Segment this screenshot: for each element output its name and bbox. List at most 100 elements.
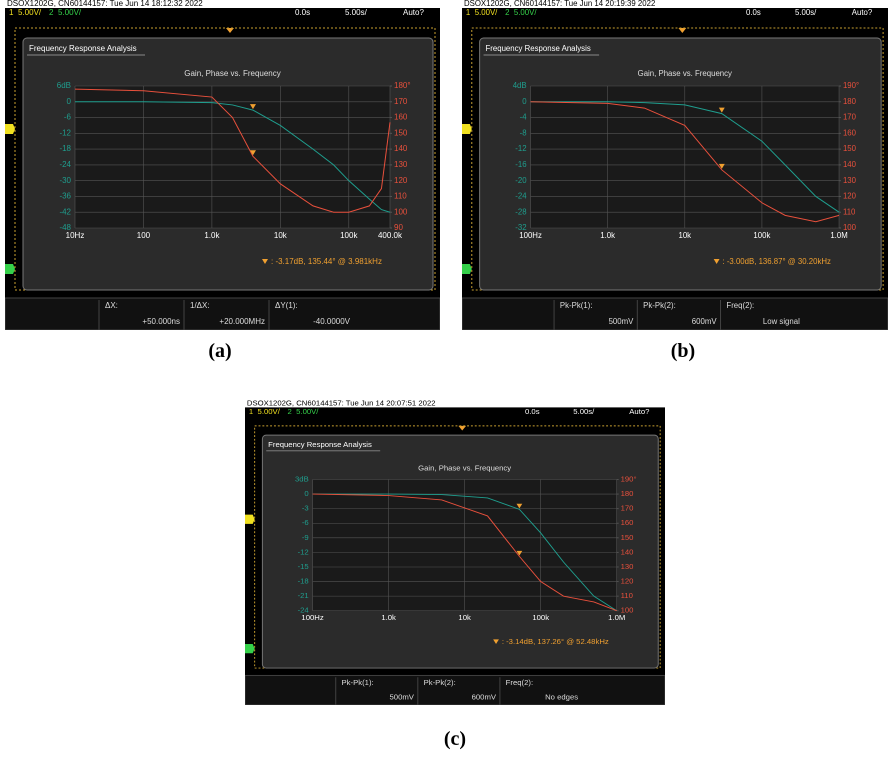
caption: (a) — [190, 340, 250, 363]
y2-tick-label: 180 — [843, 97, 857, 106]
timebase: 5.00s/ — [345, 8, 368, 17]
y2-tick-label: 110 — [621, 591, 633, 600]
measurement-label: Pk-Pk(2): — [643, 301, 676, 310]
y-tick-label: -30 — [59, 176, 71, 185]
trigger-status: Auto? — [629, 407, 649, 416]
channel-scale: 5.00V/ — [18, 8, 42, 17]
y-tick-label: -18 — [59, 144, 71, 153]
time-offset: 0.0s — [746, 8, 761, 17]
timebase: 5.00s/ — [795, 8, 817, 17]
channel-scale: 5.00V/ — [58, 8, 82, 17]
x-tick-label: 100Hz — [301, 613, 324, 622]
y-tick-label: -8 — [520, 128, 528, 137]
y2-tick-label: 180° — [394, 81, 411, 90]
scope-panel: DSOX1202G, CN60144157: Tue Jun 14 18:12:… — [5, 0, 440, 330]
x-tick-label: 400.0k — [378, 231, 403, 240]
y-tick-label: -3 — [302, 504, 309, 513]
x-tick-label: 10k — [458, 613, 471, 622]
channel-scale: 5.00V/ — [514, 8, 537, 17]
y-tick-label: 0 — [67, 97, 72, 106]
x-tick-label: 10Hz — [66, 231, 85, 240]
x-tick-label: 1.0k — [600, 231, 615, 240]
header: DSOX1202G, CN60144157: Tue Jun 14 20:19:… — [464, 0, 655, 8]
y2-tick-label: 160 — [843, 128, 857, 137]
channel-scale: 5.00V/ — [258, 407, 281, 416]
measurement-label: ΔX: — [105, 301, 118, 310]
chart-title: Gain, Phase vs. Frequency — [638, 69, 732, 78]
y2-tick-label: 130 — [394, 160, 408, 169]
y2-tick-label: 160 — [394, 113, 408, 122]
scope-panel: DSOX1202G, CN60144157: Tue Jun 14 20:19:… — [462, 0, 888, 330]
y-tick-label: -16 — [515, 160, 527, 169]
marker-readout: : -3.17dB, 135.44° @ 3.981kHz — [271, 257, 382, 266]
y-tick-label: -4 — [520, 113, 528, 122]
channel-number: 2 — [49, 8, 54, 17]
measurement-label: Freq(2): — [506, 678, 533, 687]
channel-number: 1 — [9, 8, 14, 17]
x-tick-label: 10k — [274, 231, 288, 240]
measurement-label: 1/ΔX: — [190, 301, 210, 310]
y2-tick-label: 140 — [394, 144, 408, 153]
y2-tick-label: 190° — [843, 81, 859, 90]
y2-tick-label: 170 — [621, 504, 634, 513]
x-tick-label: 100 — [137, 231, 151, 240]
y2-tick-label: 110 — [394, 192, 407, 201]
y-tick-label: -12 — [298, 548, 309, 557]
timebase: 5.00s/ — [573, 407, 595, 416]
x-tick-label: 100Hz — [519, 231, 542, 240]
x-tick-label: 1.0M — [608, 613, 625, 622]
measurement-label: ΔY(1): — [275, 301, 298, 310]
marker-readout: : -3.14dB, 137.26° @ 52.48kHz — [502, 637, 609, 646]
x-tick-label: 100k — [340, 231, 358, 240]
y2-tick-label: 140 — [621, 548, 634, 557]
y-tick-label: -24 — [515, 191, 527, 200]
y-tick-label: 4dB — [513, 81, 527, 90]
channel-scale: 5.00V/ — [296, 407, 319, 416]
x-tick-label: 1.0k — [204, 231, 220, 240]
y2-tick-label: 170 — [843, 113, 857, 122]
y2-tick-label: 180 — [621, 489, 634, 498]
measurement-value: 500mV — [609, 317, 635, 326]
y-tick-label: -28 — [515, 207, 527, 216]
x-tick-label: 100k — [532, 613, 549, 622]
measurement-label: Pk-Pk(1): — [560, 301, 593, 310]
measurement-value: -40.0000V — [313, 317, 351, 326]
y2-tick-label: 170 — [394, 97, 408, 106]
scope-screen: DSOX1202G, CN60144157: Tue Jun 14 20:07:… — [245, 400, 665, 705]
caption: (b) — [653, 340, 713, 363]
measurement-value: +20.000MHz — [219, 317, 265, 326]
measurement-value: Low signal — [763, 317, 800, 326]
measurement-value: 500mV — [390, 693, 414, 702]
y2-tick-label: 150 — [394, 128, 408, 137]
trigger-status: Auto? — [852, 8, 873, 17]
measurement-value: No edges — [545, 693, 578, 702]
ch2-ground — [245, 644, 255, 653]
y-tick-label: -24 — [59, 160, 71, 169]
window-title: Frequency Response Analysis — [29, 44, 137, 53]
y-tick-label: -20 — [515, 176, 527, 185]
y-tick-label: -6 — [64, 113, 72, 122]
y-tick-label: -42 — [59, 207, 71, 216]
channel-number: 1 — [466, 8, 471, 17]
y-tick-label: 6dB — [57, 81, 71, 90]
x-tick-label: 100k — [753, 231, 770, 240]
chart-title: Gain, Phase vs. Frequency — [418, 464, 511, 473]
ch1-ground — [462, 124, 472, 134]
header: DSOX1202G, CN60144157: Tue Jun 14 18:12:… — [7, 0, 203, 8]
y2-tick-label: 120 — [394, 176, 408, 185]
x-tick-label: 1.0k — [381, 613, 396, 622]
y2-tick-label: 130 — [621, 562, 634, 571]
channel-number: 2 — [505, 8, 509, 17]
y-tick-label: 0 — [304, 489, 308, 498]
y2-tick-label: 140 — [843, 160, 857, 169]
y-tick-label: -21 — [298, 591, 309, 600]
caption: (c) — [425, 728, 485, 751]
y2-tick-label: 120 — [843, 191, 857, 200]
window-title: Frequency Response Analysis — [268, 440, 372, 449]
plot-area — [75, 86, 390, 228]
scope-panel: DSOX1202G, CN60144157: Tue Jun 14 20:07:… — [245, 400, 665, 705]
x-tick-label: 1.0M — [830, 231, 847, 240]
ch1-ground — [5, 124, 15, 134]
y-tick-label: -15 — [298, 562, 309, 571]
y2-tick-label: 150 — [843, 144, 857, 153]
